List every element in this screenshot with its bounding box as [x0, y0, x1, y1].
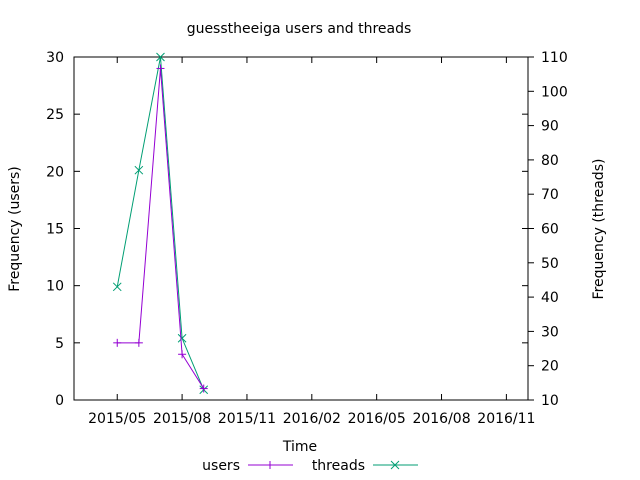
legend-label-users: users [202, 458, 240, 474]
x-tick-label: 2016/05 [348, 411, 406, 427]
left-y-axis-label: Frequency (users) [7, 166, 23, 292]
chart-title: guesstheeiga users and threads [187, 21, 412, 37]
legend-marker-users [266, 461, 274, 469]
point-users [178, 350, 187, 359]
x-axis-label: Time [282, 439, 317, 455]
point-users [156, 64, 165, 73]
legend-marker-threads [390, 460, 400, 470]
legend-label-threads: threads [312, 458, 365, 474]
left-y-tick-label: 0 [55, 393, 64, 409]
x-axis: 2015/05 2015/08 2015/11 2016/02 2016/05 2016/… [88, 57, 535, 427]
right-y-tick-label: 50 [541, 256, 559, 272]
right-y-tick-label: 110 [541, 50, 568, 66]
left-y-axis: 0 5 10 15 20 25 30 [46, 50, 528, 409]
plot-frame [73, 56, 529, 401]
point-threads [112, 282, 122, 292]
right-y-tick-label: 90 [541, 119, 559, 135]
right-y-axis-label: Frequency (threads) [591, 159, 607, 300]
left-y-tick-label: 20 [46, 164, 64, 180]
right-y-tick-label: 60 [541, 222, 559, 238]
x-tick-label: 2015/11 [218, 411, 276, 427]
right-y-axis: 10 20 30 40 50 60 70 80 90 100 110 [528, 50, 568, 409]
point-threads [156, 52, 165, 62]
right-y-tick-label: 40 [541, 290, 559, 306]
x-tick-label: 2015/05 [88, 411, 146, 427]
right-y-tick-label: 20 [541, 359, 559, 375]
series-layer [112, 52, 209, 395]
x-tick-label: 2015/08 [153, 411, 211, 427]
left-y-tick-label: 10 [46, 279, 64, 295]
right-y-tick-label: 70 [541, 187, 559, 203]
right-y-tick-label: 10 [541, 393, 559, 409]
point-users [199, 384, 208, 393]
left-y-tick-label: 5 [55, 336, 64, 352]
left-y-tick-label: 15 [46, 222, 64, 238]
point-users [134, 338, 143, 347]
point-threads [134, 165, 144, 175]
x-tick-label: 2016/08 [412, 411, 470, 427]
series-line-threads [116, 56, 205, 390]
x-tick-label: 2016/11 [477, 411, 535, 427]
legend: users threads [202, 458, 418, 474]
right-y-tick-label: 80 [541, 153, 559, 169]
x-tick-label: 2016/02 [283, 411, 341, 427]
left-y-tick-label: 25 [46, 107, 64, 123]
right-y-tick-label: 30 [541, 324, 559, 340]
series-line-users [117, 68, 205, 389]
left-y-tick-label: 30 [46, 50, 64, 66]
point-threads [177, 333, 187, 343]
point-users [113, 338, 122, 347]
right-y-tick-label: 100 [541, 84, 568, 100]
